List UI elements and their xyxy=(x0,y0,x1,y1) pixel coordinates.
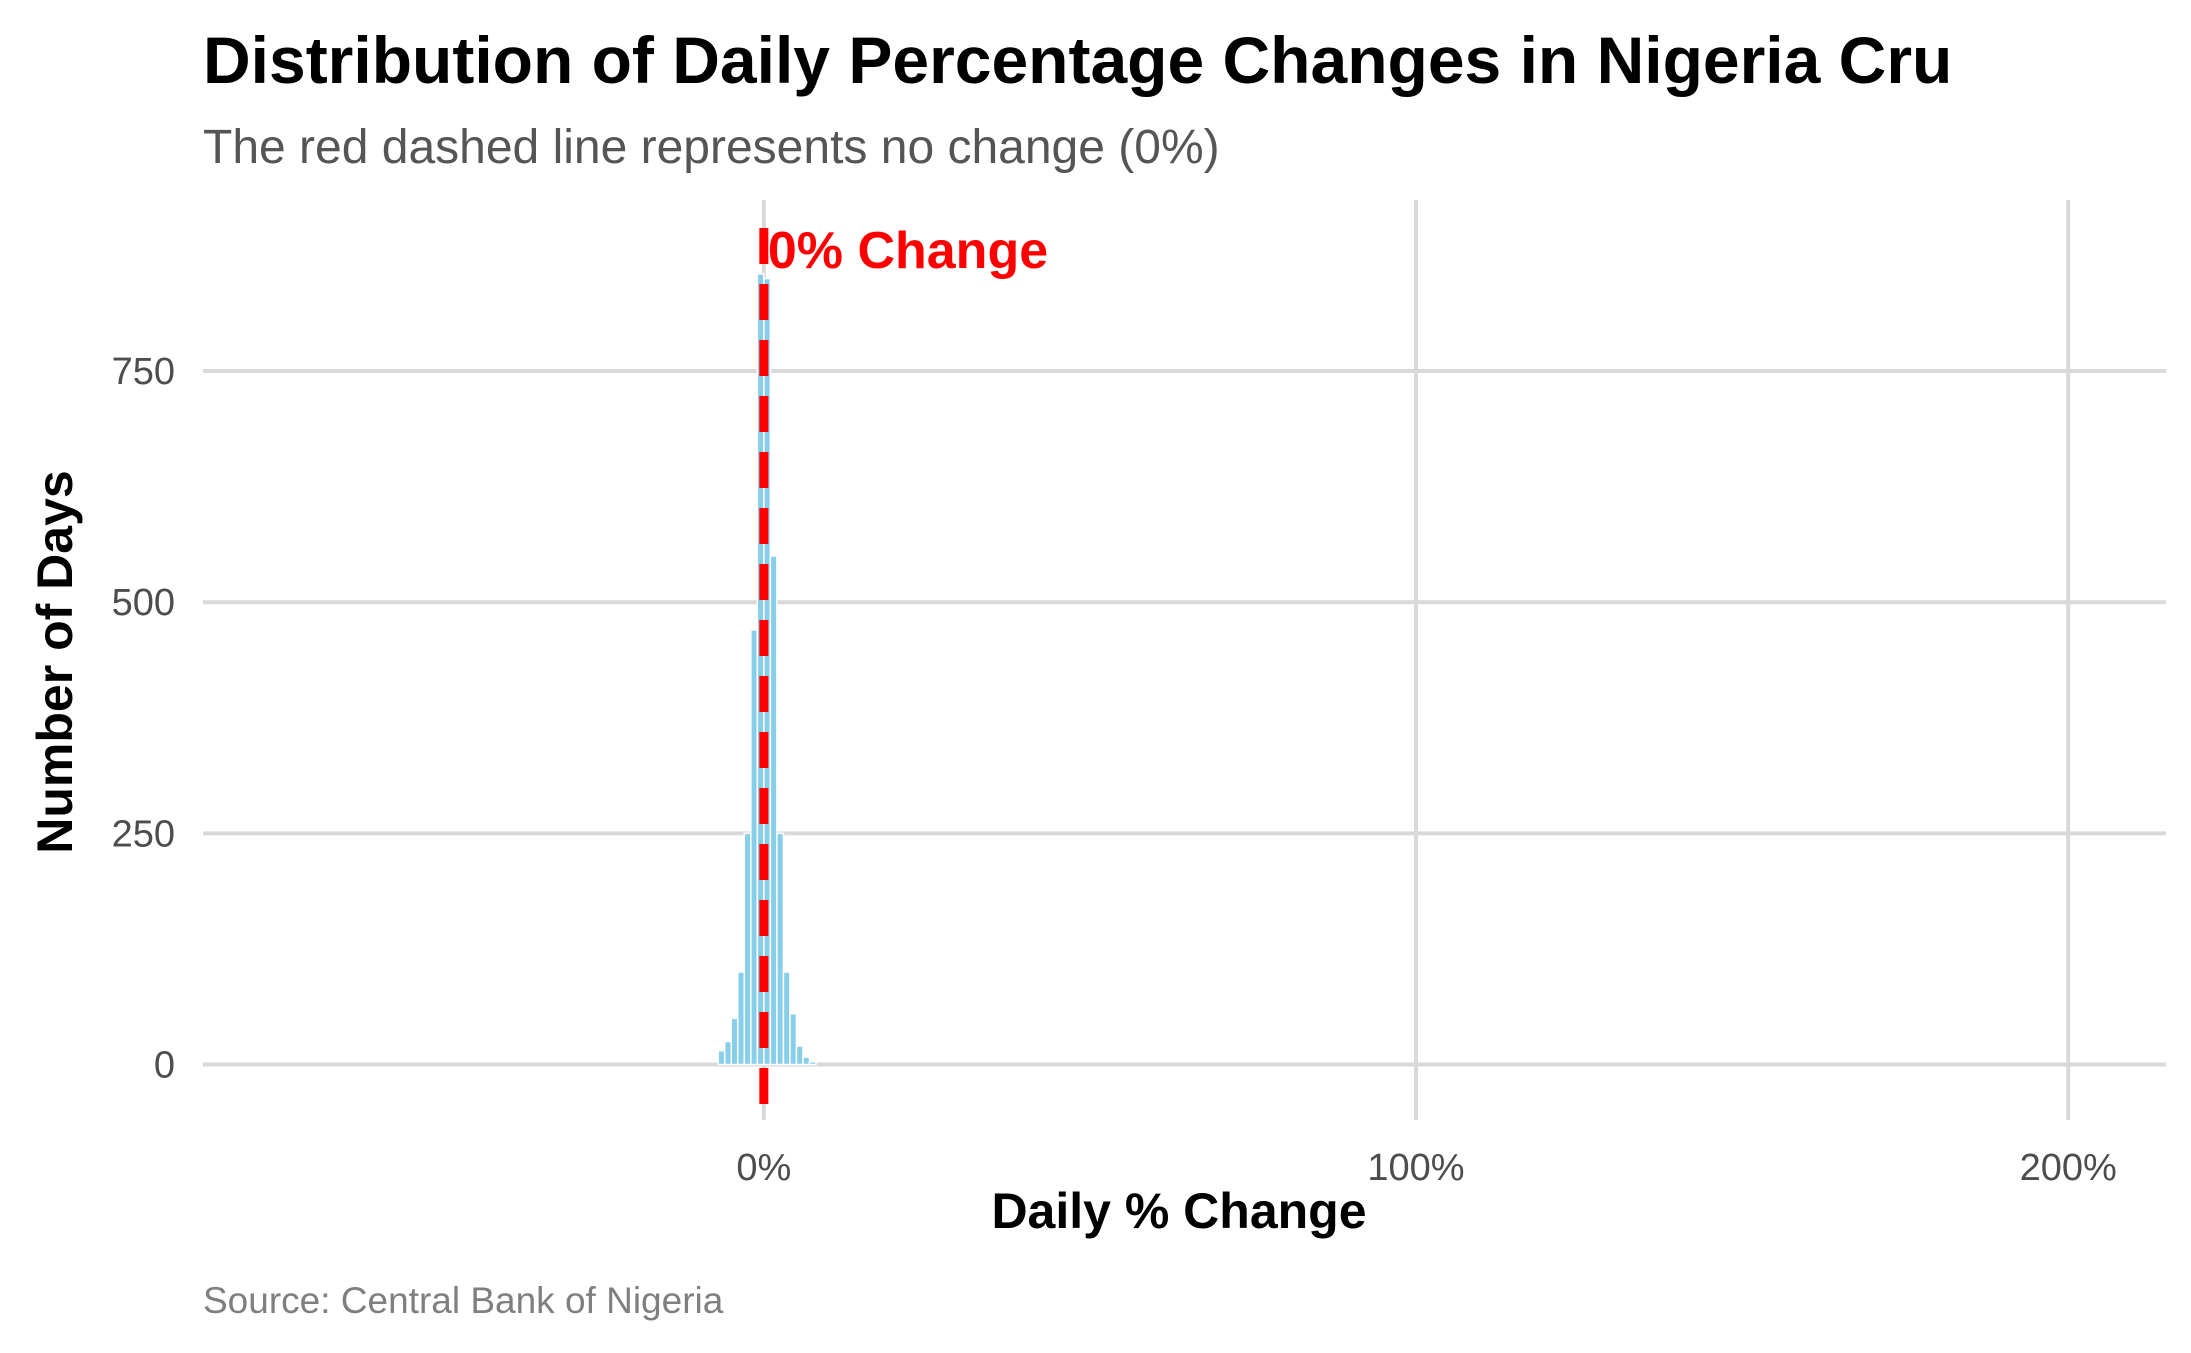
chart-subtitle: The red dashed line represents no change… xyxy=(203,121,1220,174)
histogram-bar xyxy=(743,832,752,1066)
histogram-bar xyxy=(769,555,778,1066)
histogram-bar xyxy=(808,1060,817,1066)
histogram-bars xyxy=(717,273,817,1066)
histogram-bar xyxy=(723,1040,732,1066)
reference-line-label: 0% Change xyxy=(768,222,1048,280)
histogram-bar xyxy=(802,1056,811,1066)
histogram-bar xyxy=(782,971,791,1066)
histogram-bar xyxy=(776,832,785,1066)
x-tick-label: 200% xyxy=(2020,1147,2117,1189)
y-tick-label: 500 xyxy=(112,582,175,624)
histogram-bar xyxy=(717,1049,726,1066)
grid-lines xyxy=(203,200,2166,1120)
x-tick-label: 100% xyxy=(1367,1147,1464,1189)
histogram-bar xyxy=(756,273,765,1066)
y-tick-label: 750 xyxy=(112,351,175,393)
y-tick-label: 250 xyxy=(112,813,175,855)
histogram-bar xyxy=(737,971,746,1066)
histogram-bar xyxy=(750,629,759,1066)
axis-ticks: 0 250 500 750 0% 100% 200% xyxy=(112,351,2117,1189)
x-tick-label: 0% xyxy=(736,1147,791,1189)
y-tick-label: 0 xyxy=(154,1045,175,1087)
histogram-bar xyxy=(795,1045,804,1066)
chart-title: Distribution of Daily Percentage Changes… xyxy=(203,23,1953,97)
histogram-bar xyxy=(730,1017,739,1066)
x-axis-title: Daily % Change xyxy=(991,1183,1366,1239)
reference-line-group: 0% Change xyxy=(759,222,1048,1120)
chart-caption: Source: Central Bank of Nigeria xyxy=(203,1280,724,1321)
y-axis-title: Number of Days xyxy=(27,470,83,853)
histogram-bar xyxy=(789,1012,798,1066)
